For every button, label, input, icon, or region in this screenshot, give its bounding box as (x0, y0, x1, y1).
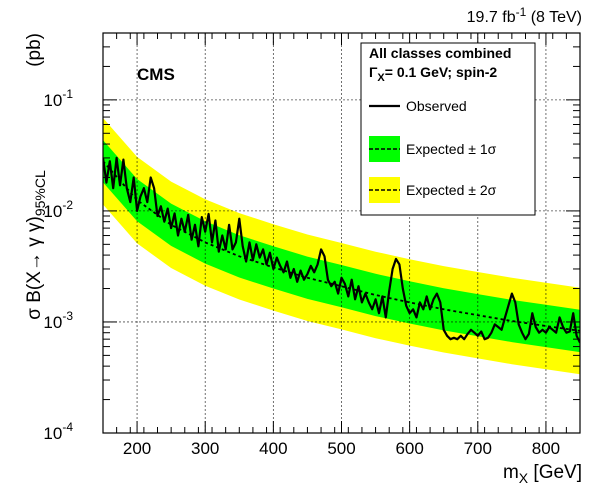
legend: All classes combined ΓX= 0.1 GeV; spin-2… (360, 42, 536, 216)
x-tick-label: 600 (395, 439, 423, 458)
x-tick-label: 700 (464, 439, 492, 458)
x-tick-label: 300 (191, 439, 219, 458)
x-tick-label: 800 (532, 439, 560, 458)
lumi-label: 19.7 fb-1 (8 TeV) (467, 5, 582, 26)
y-tick-label: 10-2 (43, 198, 73, 221)
x-tick-label: 500 (327, 439, 355, 458)
legend-title-line2: ΓX= 0.1 GeV; spin-2 (369, 64, 497, 84)
y-axis-title: (pb) (24, 33, 45, 67)
x-tick-label: 400 (259, 439, 287, 458)
x-tick-label: 200 (123, 439, 151, 458)
axis-ticks: 200 300 400 500 600 700 800 10-4 10-3 10-2 10-1 (43, 32, 581, 458)
x-axis-title: mX [GeV] (503, 462, 582, 486)
legend-1sigma-label: Expected ± 1σ (406, 141, 497, 157)
legend-2sigma-label: Expected ± 2σ (406, 182, 497, 198)
legend-title-line1: All classes combined (369, 45, 511, 61)
y-tick-label: 10-1 (43, 87, 73, 110)
cms-label: CMS (137, 65, 175, 84)
y-tick-label: 10-3 (43, 309, 73, 332)
limit-lines (103, 156, 580, 344)
observed-line (103, 156, 580, 344)
y-tick-label: 10-4 (43, 420, 73, 443)
y-axis-title-main: σ B(X→ γ γ)95%CL (24, 170, 48, 320)
band-1sigma (103, 140, 580, 353)
legend-observed-label: Observed (406, 98, 467, 114)
